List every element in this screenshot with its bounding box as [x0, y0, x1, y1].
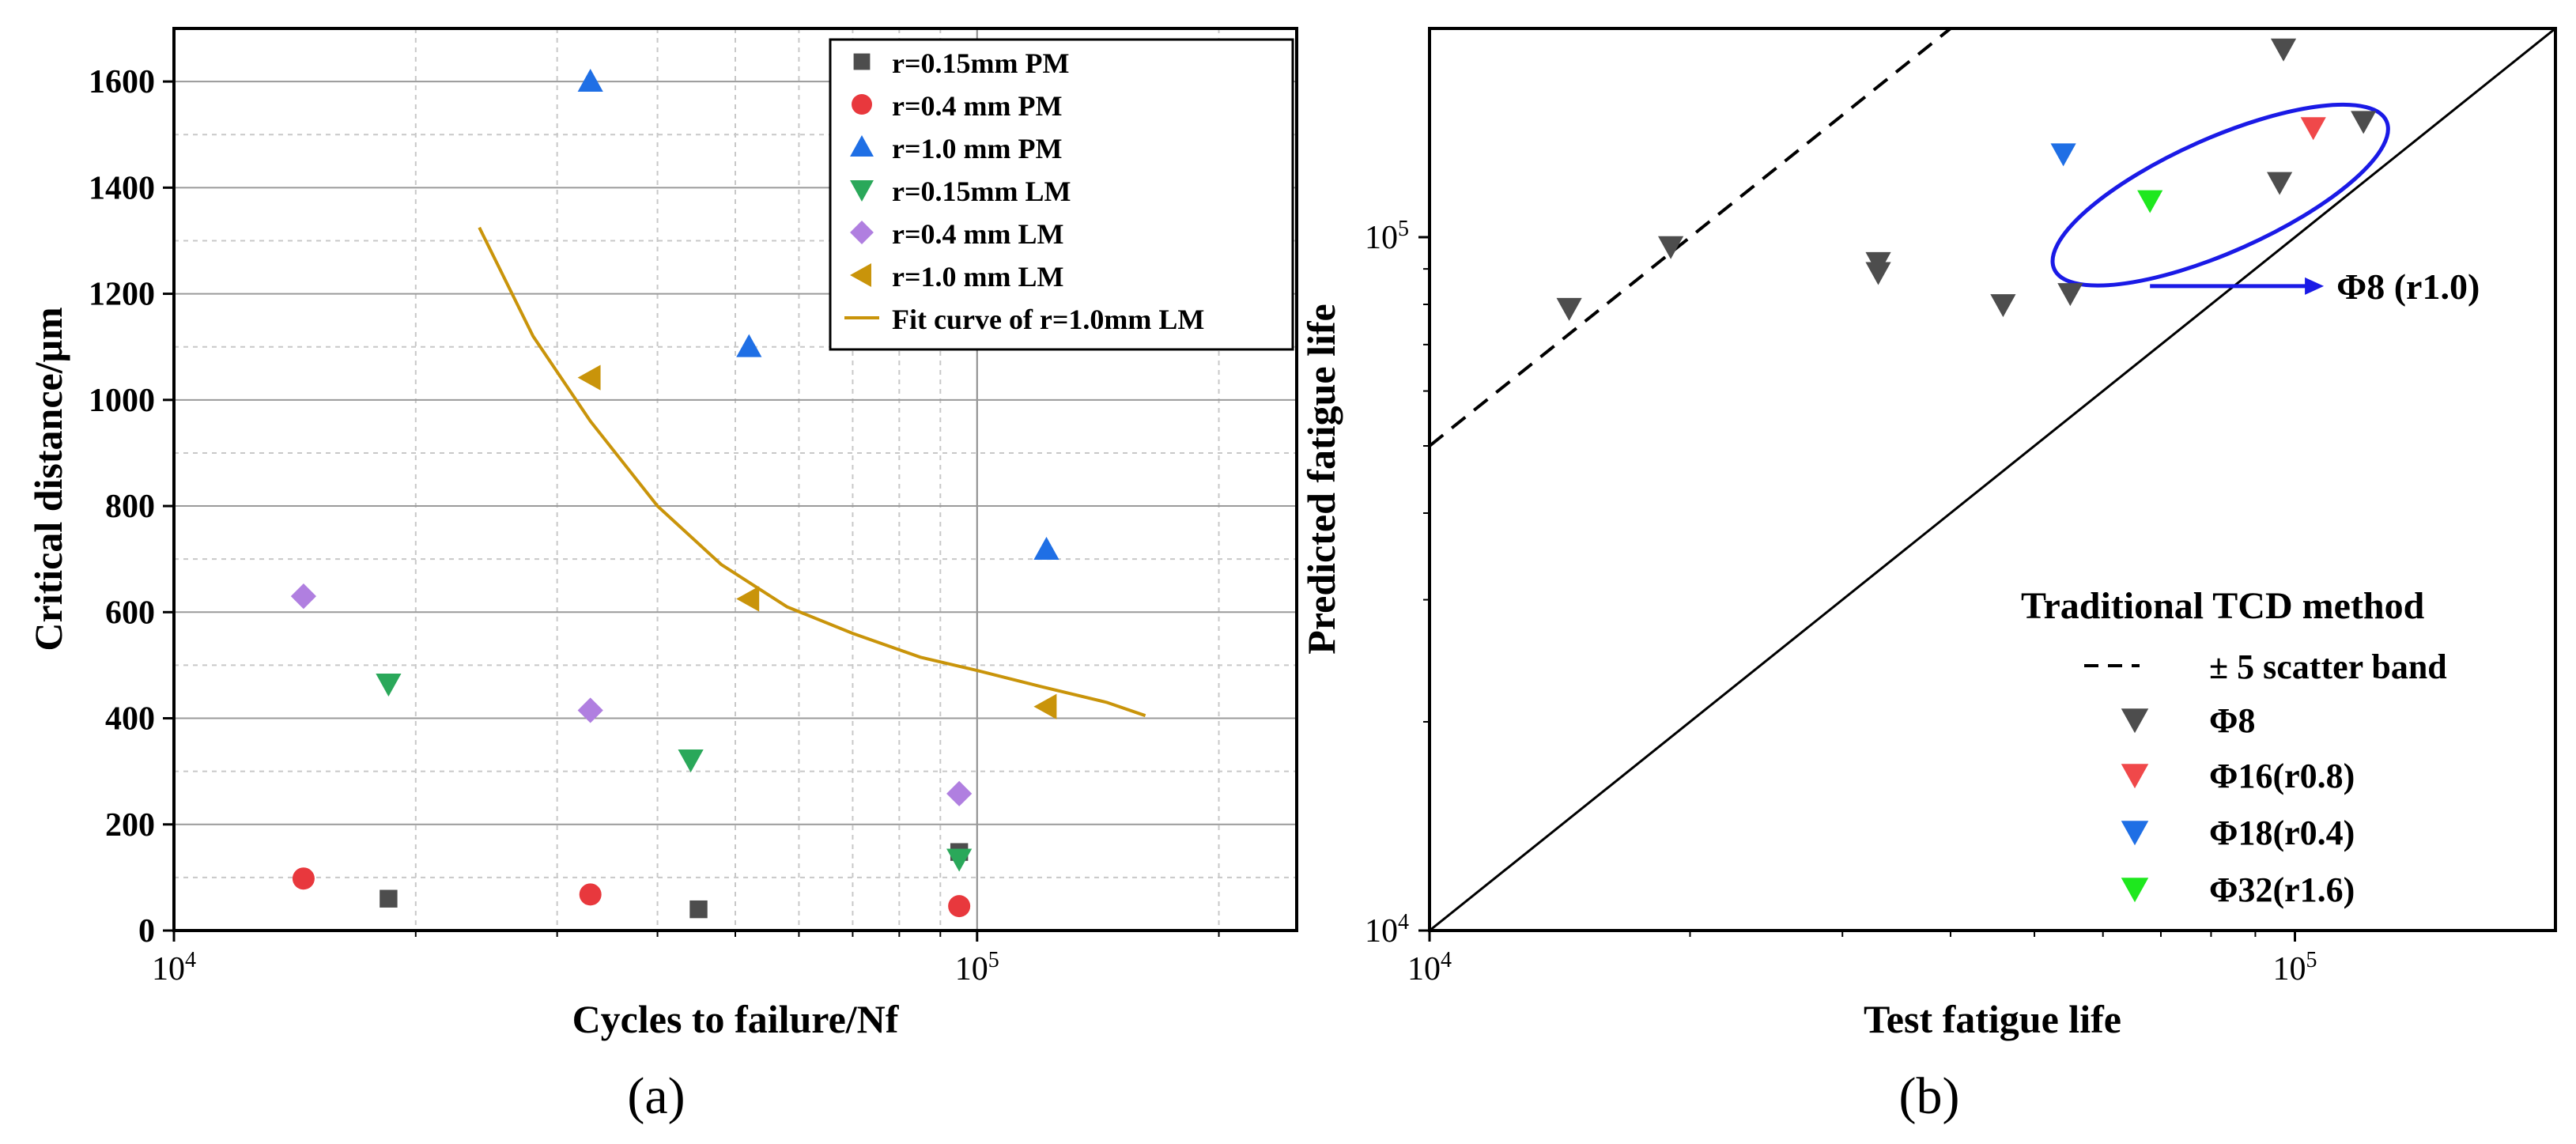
panel-a-legend-label-3: r=0.15mm LM: [892, 176, 1071, 207]
panel-a-point-s1: [579, 883, 602, 906]
panel-a-label: (a): [627, 1067, 685, 1125]
panel-b-clipped-lines: [1430, 28, 2555, 931]
panel-b-y-tick-label: 104: [1365, 910, 1409, 950]
panel-b-legend-label-3: Φ32(r1.6): [2209, 870, 2355, 909]
panel-a-point-s5: [736, 586, 760, 612]
panel-a-y-tick-label: 1600: [89, 64, 155, 100]
panel-a-y-axis-title: Critical distance/μm: [26, 307, 70, 651]
panel-b-ticks: 104 105 104 105: [1365, 217, 2317, 987]
panel-b-point-s0: [2057, 283, 2083, 307]
panel-a-point-s1: [292, 867, 315, 890]
panel-b-annotation-text: Φ8 (r1.0): [2336, 266, 2480, 307]
panel-b-legend-band-label: ± 5 scatter band: [2209, 648, 2447, 686]
panel-a-point-s0: [689, 900, 708, 919]
panel-a-ticks: 0 200 400 600 800 1000 1200 1400 1600 104 105: [89, 64, 1220, 987]
panel-a-legend: r=0.15mm PM r=0.4 mm PM r=1.0 mm PM r=0.15m…: [829, 38, 1294, 351]
panel-b-legend-label-0: Φ8: [2209, 701, 2255, 740]
panel-a-legend-box: [829, 38, 1294, 351]
panel-a-y-tick-label: 1400: [89, 170, 155, 206]
panel-b-legend-label-2: Φ18(r0.4): [2209, 814, 2355, 852]
panel-a-legend-label-1: r=0.4 mm PM: [892, 90, 1062, 122]
panel-b-scatter-band-line: [1430, 28, 1954, 447]
panel-a-legend-label-0: r=0.15mm PM: [892, 47, 1069, 79]
panel-b-point-s0: [1990, 294, 2016, 318]
panel-a-grid: [174, 28, 1297, 931]
panel-b-x-tick-label: 104: [1407, 948, 1452, 987]
panel-b-legend-marker-3: [2121, 878, 2149, 903]
panel-b-legend-label-1: Φ16(r0.8): [2209, 757, 2355, 795]
panel-a-point-s4: [290, 583, 317, 610]
panel-b-annotation-group: Φ8 (r1.0): [2050, 102, 2480, 307]
panel-b-point-s0: [1556, 297, 1582, 321]
panel-b-legend-title: Traditional TCD method: [2021, 585, 2425, 627]
panel-b-point-s1: [2300, 117, 2326, 141]
panel-a-points: [290, 69, 1059, 919]
panel-a-legend-marker-1: [852, 94, 872, 115]
panel-b-chart: 104 105 104 105 Φ8 (r1.0) Test fatigue life…: [1299, 27, 2557, 1125]
panel-a-chart: 0 200 400 600 800 1000 1200 1400 1600 104 105 Cycl…: [26, 27, 1298, 1125]
panel-a-legend-label-5: r=1.0 mm LM: [892, 261, 1063, 293]
panel-a-legend-marker-4: [850, 221, 874, 244]
panel-b-legend-marker-1: [2121, 764, 2149, 789]
panel-a-legend-label-fit: Fit curve of r=1.0mm LM: [892, 304, 1204, 335]
panel-b-annotation-ellipse: [2050, 102, 2390, 288]
panel-a-point-s3: [376, 674, 402, 697]
panel-a-point-s4: [577, 697, 603, 723]
panel-b-point-s3: [2137, 190, 2163, 213]
panel-a-legend-marker-0: [853, 53, 871, 70]
panel-a-x-axis-title: Cycles to failure/Nf: [572, 997, 900, 1041]
panel-a-point-s3: [946, 848, 973, 872]
panel-a-y-tick-label: 200: [105, 807, 155, 844]
panel-b-point-s0: [2270, 38, 2297, 62]
panel-a-point-s2: [1033, 536, 1059, 560]
panel-b-label: (b): [1899, 1067, 1960, 1125]
panel-a-point-s1: [948, 895, 971, 918]
panel-a-fit-curve: [478, 226, 1146, 718]
panel-a-y-tick-label: 1200: [89, 277, 155, 313]
panel-a-point-s5: [1033, 693, 1057, 719]
panel-b-point-s0: [1658, 236, 1684, 259]
panel-b-point-s2: [2050, 143, 2076, 167]
panel-b-legend-marker-2: [2121, 821, 2149, 846]
panel-a-y-tick-label: 800: [105, 489, 155, 525]
panel-a-x-tick-label: 104: [152, 948, 196, 987]
panel-a-x-tick-label: 105: [955, 948, 999, 987]
panel-b-legend: Traditional TCD method ± 5 scatter band Φ8…: [2021, 585, 2447, 909]
panel-b-reference-lines: [1430, 28, 2555, 931]
panel-b-x-tick-label: 105: [2273, 948, 2317, 987]
panel-a-point-s2: [577, 69, 603, 92]
panel-b-x-axis-title: Test fatigue life: [1864, 997, 2121, 1041]
panel-a-fit-curve-group: [478, 226, 1146, 718]
panel-b-point-s0: [2267, 172, 2293, 195]
panel-a-point-s2: [736, 334, 762, 357]
panel-a-legend-marker-5: [850, 263, 871, 287]
panel-b-annotation-arrowhead: [2305, 277, 2325, 295]
panel-b-y-tick-label: 105: [1365, 217, 1409, 256]
panel-a-y-tick-label: 1000: [89, 383, 155, 419]
panel-b-legend-marker-0: [2121, 708, 2149, 734]
panel-a-y-tick-label: 600: [105, 595, 155, 631]
panel-b-point-s0: [2351, 111, 2377, 134]
panel-a-legend-marker-2: [850, 135, 874, 157]
panel-a-legend-label-2: r=1.0 mm PM: [892, 133, 1062, 164]
panel-a-point-s5: [577, 364, 601, 391]
panel-a-y-tick-label: 400: [105, 701, 155, 738]
panel-b-y-axis-title: Predicted fatigue life: [1299, 304, 1343, 654]
panel-a-legend-label-4: r=0.4 mm LM: [892, 218, 1063, 250]
panel-a-legend-marker-3: [850, 180, 874, 202]
panel-b-points: [1556, 38, 2377, 321]
panel-a-point-s3: [678, 749, 704, 772]
panel-b-one-to-one-line: [1430, 28, 2555, 931]
panel-a-point-s4: [946, 780, 973, 806]
panel-b-plot-frame: [1428, 27, 2557, 932]
panel-a-point-s0: [380, 889, 398, 908]
panel-a-y-tick-label: 0: [138, 913, 155, 950]
panel-b-point-s0: [1865, 251, 1891, 275]
